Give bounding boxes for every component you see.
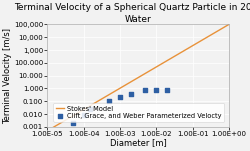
Clift, Grace, and Weber Parameterized Velocty	[129, 93, 133, 96]
Y-axis label: Terminal Velocity [m/s]: Terminal Velocity [m/s]	[4, 28, 13, 124]
Clift, Grace, and Weber Parameterized Velocty	[165, 89, 169, 91]
Clift, Grace, and Weber Parameterized Velocty	[118, 96, 122, 99]
Clift, Grace, and Weber Parameterized Velocty	[88, 108, 92, 110]
Clift, Grace, and Weber Parameterized Velocty	[144, 89, 148, 92]
Clift, Grace, and Weber Parameterized Velocty	[107, 100, 111, 103]
Title: Terminal Velocity of a Spherical Quartz Particle in 20ᵒC
Water: Terminal Velocity of a Spherical Quartz …	[14, 3, 250, 24]
Clift, Grace, and Weber Parameterized Velocty	[82, 114, 86, 117]
Clift, Grace, and Weber Parameterized Velocty	[154, 89, 158, 92]
X-axis label: Diameter [m]: Diameter [m]	[110, 138, 166, 148]
Legend: Stokes' Model, Clift, Grace, and Weber Parameterized Velocty: Stokes' Model, Clift, Grace, and Weber P…	[54, 103, 224, 122]
Clift, Grace, and Weber Parameterized Velocty	[71, 122, 75, 124]
